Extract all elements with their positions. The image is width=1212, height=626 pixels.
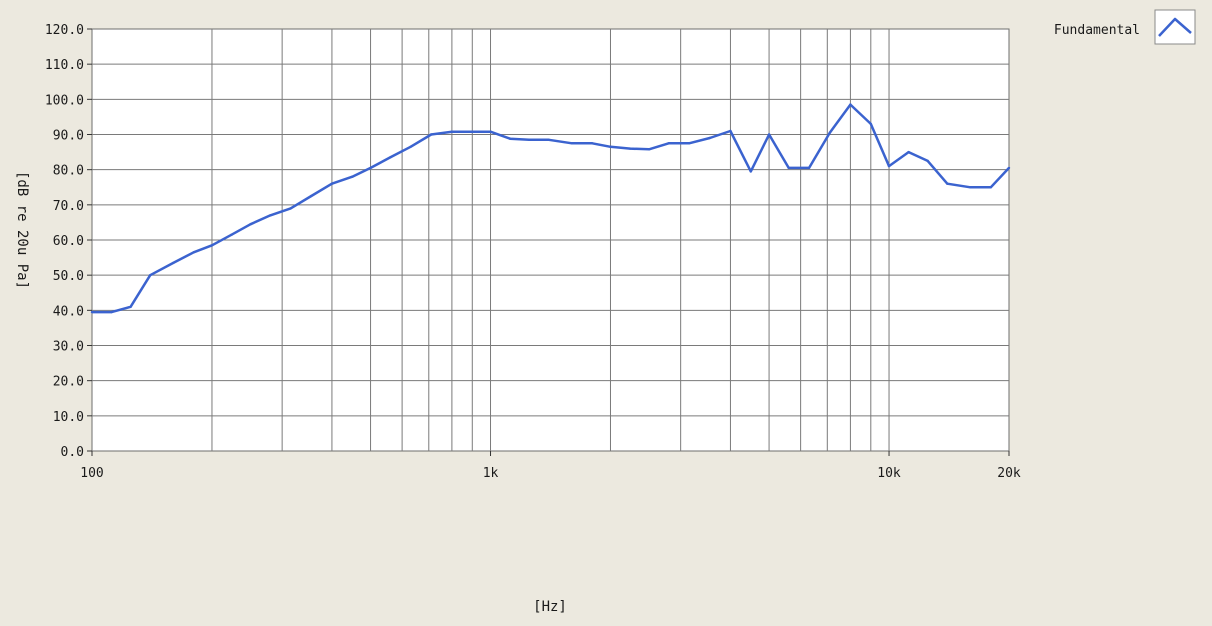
data-point (351, 175, 354, 178)
data-point (289, 207, 292, 210)
data-point (409, 145, 412, 148)
data-point (310, 194, 313, 198)
data-point (450, 130, 454, 133)
y-tick-label: 50.0 (53, 269, 84, 284)
data-point (647, 148, 651, 151)
y-axis: 0.0 10.0 20.0 30.0 40.0 50.0 60.0 70.0 80.0 90.0 1… (45, 23, 92, 460)
y-tick-label: 0.0 (61, 445, 84, 460)
data-point (828, 131, 831, 134)
series-points (90, 103, 1011, 314)
data-point (667, 142, 670, 145)
data-point (887, 164, 891, 168)
data-point (527, 138, 531, 141)
data-point (249, 223, 252, 226)
data-point (90, 310, 94, 314)
legend-line-icon (1158, 17, 1192, 37)
y-axis-title: [dB re 20u Pa] (14, 171, 30, 289)
data-point (926, 159, 929, 163)
data-point (369, 166, 372, 170)
x-tick-label: 10k (877, 466, 901, 481)
data-point (729, 129, 732, 133)
data-point (807, 166, 811, 170)
data-point (767, 133, 771, 136)
data-point (210, 244, 214, 247)
y-tick-label: 70.0 (53, 199, 84, 214)
x-tick-label: 1k (483, 466, 499, 481)
legend-label-fundamental: Fundamental (1054, 23, 1140, 38)
data-point (969, 186, 972, 189)
data-point (230, 233, 233, 236)
x-axis: 100 1k 10k 20k (80, 451, 1021, 481)
y-tick-label: 20.0 (53, 375, 84, 390)
data-point (946, 182, 949, 185)
data-point (269, 214, 272, 217)
y-tick-label: 120.0 (45, 23, 84, 38)
data-point (149, 274, 152, 277)
legend: Fundamental (1054, 9, 1196, 45)
data-point (787, 166, 790, 170)
data-point (192, 251, 195, 254)
y-tick-label: 60.0 (53, 234, 84, 249)
x-tick-label: 20k (997, 466, 1021, 481)
y-tick-label: 100.0 (45, 93, 84, 108)
y-tick-label: 90.0 (53, 129, 84, 144)
data-point (570, 142, 574, 145)
y-tick-label: 80.0 (53, 164, 84, 179)
data-point (430, 133, 433, 136)
x-tick-label: 100 (80, 466, 103, 481)
x-axis-title: [Hz] (533, 599, 567, 615)
data-point (628, 147, 632, 150)
data-point (1007, 166, 1011, 170)
data-point (989, 186, 992, 189)
y-tick-label: 40.0 (53, 304, 84, 319)
data-point (849, 103, 852, 106)
data-point (508, 137, 512, 140)
data-point (489, 130, 492, 133)
data-point (172, 261, 175, 265)
data-point (471, 130, 474, 133)
data-point (129, 305, 132, 308)
y-tick-label: 30.0 (53, 340, 84, 355)
data-point (749, 170, 752, 173)
legend-swatch (1154, 9, 1196, 45)
data-point (547, 138, 550, 141)
data-point (591, 142, 594, 145)
data-point (389, 156, 392, 159)
data-point (907, 150, 910, 154)
data-point (330, 182, 334, 185)
y-tick-label: 10.0 (53, 410, 84, 425)
data-point (708, 136, 711, 140)
data-point (110, 310, 113, 314)
data-point (609, 145, 612, 148)
data-point (687, 142, 691, 145)
grid-lines (92, 29, 1009, 451)
y-tick-label: 110.0 (45, 58, 84, 73)
data-point (869, 122, 872, 126)
